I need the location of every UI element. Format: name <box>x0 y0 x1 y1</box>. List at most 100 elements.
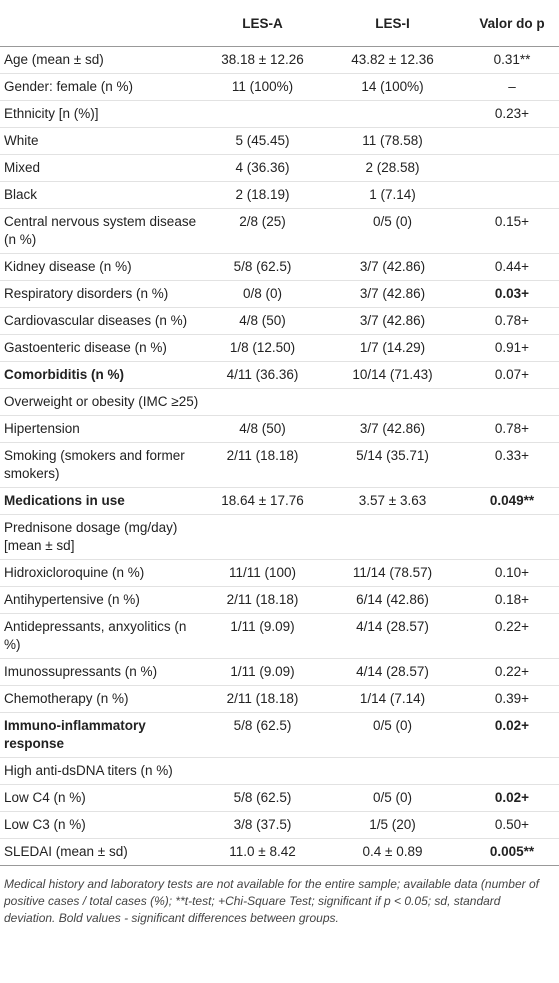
cell: 0.07+ <box>465 361 559 389</box>
row-label: Immuno-inflammatory response <box>0 712 205 758</box>
cell: 0.005** <box>465 838 559 866</box>
row-label: Central nervous system disease (n %) <box>0 208 205 254</box>
cell: 0.18+ <box>465 586 559 614</box>
cell: 11/14 (78.57) <box>320 559 465 587</box>
cell: 0.44+ <box>465 253 559 281</box>
table-row: SLEDAI (mean ± sd) 11.0 ± 8.42 0.4 ± 0.89 0… <box>0 838 559 866</box>
row-label: Kidney disease (n %) <box>0 253 205 281</box>
table-row: Gender: female (n %) 11 (100%) 14 (100%) – <box>0 73 559 101</box>
footnote: Medical history and laboratory tests are… <box>4 877 539 925</box>
cell: 5/8 (62.5) <box>205 784 320 812</box>
cell: 1/11 (9.09) <box>205 613 320 659</box>
cell: 0.4 ± 0.89 <box>320 838 465 866</box>
row-label: Age (mean ± sd) <box>0 46 205 74</box>
row-label: Low C4 (n %) <box>0 784 205 812</box>
cell: 11 (100%) <box>205 73 320 101</box>
cell <box>465 757 559 785</box>
cell: 0.049** <box>465 487 559 515</box>
cell: 0.78+ <box>465 415 559 443</box>
table-row: Overweight or obesity (IMC ≥25) <box>0 388 559 416</box>
table-row: Respiratory disorders (n %) 0/8 (0) 3/7 (4… <box>0 280 559 308</box>
row-label: Gastoenteric disease (n %) <box>0 334 205 362</box>
row-label: Respiratory disorders (n %) <box>0 280 205 308</box>
cell: 0.39+ <box>465 685 559 713</box>
cell <box>205 100 320 128</box>
column-header: LES-I <box>320 0 465 47</box>
cell <box>205 757 320 785</box>
header-row: LES-A LES-I Valor do p <box>0 0 559 47</box>
table-row: White 5 (45.45) 11 (78.58) <box>0 127 559 155</box>
row-label: Chemotherapy (n %) <box>0 685 205 713</box>
cell: 2 (18.19) <box>205 181 320 209</box>
cell: 11.0 ± 8.42 <box>205 838 320 866</box>
cell: 1/5 (20) <box>320 811 465 839</box>
cell: 1/14 (7.14) <box>320 685 465 713</box>
row-label: White <box>0 127 205 155</box>
cell: 43.82 ± 12.36 <box>320 46 465 74</box>
table-row: Prednisone dosage (mg/day) [mean ± sd] <box>0 514 559 560</box>
column-header <box>0 0 205 47</box>
cell: 0.33+ <box>465 442 559 488</box>
cell: 18.64 ± 17.76 <box>205 487 320 515</box>
row-label: Gender: female (n %) <box>0 73 205 101</box>
column-header: LES-A <box>205 0 320 47</box>
cell: 0.22+ <box>465 658 559 686</box>
row-label: Prednisone dosage (mg/day) [mean ± sd] <box>0 514 205 560</box>
row-label: Medications in use <box>0 487 205 515</box>
cell: 14 (100%) <box>320 73 465 101</box>
table-row: Kidney disease (n %) 5/8 (62.5) 3/7 (42.86… <box>0 253 559 281</box>
row-label: Black <box>0 181 205 209</box>
table-row: Gastoenteric disease (n %) 1/8 (12.50) 1/7… <box>0 334 559 362</box>
cell <box>465 514 559 560</box>
column-header: Valor do p <box>465 0 559 47</box>
cell <box>320 100 465 128</box>
cell: 5 (45.45) <box>205 127 320 155</box>
cell: 1/8 (12.50) <box>205 334 320 362</box>
cell: 0.23+ <box>465 100 559 128</box>
cell <box>320 757 465 785</box>
data-table: LES-A LES-I Valor do p Age (mean ± sd) 38.1… <box>0 0 559 866</box>
cell: 11/11 (100) <box>205 559 320 587</box>
cell: 2 (28.58) <box>320 154 465 182</box>
row-label: Hipertension <box>0 415 205 443</box>
cell: 3.57 ± 3.63 <box>320 487 465 515</box>
cell: 2/8 (25) <box>205 208 320 254</box>
cell: 5/14 (35.71) <box>320 442 465 488</box>
cell: 0.03+ <box>465 280 559 308</box>
cell <box>320 514 465 560</box>
table-row: Smoking (smokers and former smokers) 2/11… <box>0 442 559 488</box>
cell: 0/5 (0) <box>320 712 465 758</box>
table-row: Antidepressants, anxyolitics (n %) 1/11 (… <box>0 613 559 659</box>
cell: 4/14 (28.57) <box>320 613 465 659</box>
table-row: Immuno-inflammatory response 5/8 (62.5) 0/… <box>0 712 559 758</box>
row-label: Imunossupressants (n %) <box>0 658 205 686</box>
table-row: Central nervous system disease (n %) 2/8 … <box>0 208 559 254</box>
cell: – <box>465 73 559 101</box>
cell: 4/8 (50) <box>205 307 320 335</box>
cell: 0/8 (0) <box>205 280 320 308</box>
row-label: Mixed <box>0 154 205 182</box>
table-header: LES-A LES-I Valor do p <box>0 0 559 47</box>
table-row: Low C4 (n %) 5/8 (62.5) 0/5 (0) 0.02+ <box>0 784 559 812</box>
cell <box>205 514 320 560</box>
row-label: Overweight or obesity (IMC ≥25) <box>0 388 205 416</box>
table-row: Black 2 (18.19) 1 (7.14) <box>0 181 559 209</box>
table-row: Hipertension 4/8 (50) 3/7 (42.86) 0.78+ <box>0 415 559 443</box>
cell: 3/7 (42.86) <box>320 253 465 281</box>
cell: 4 (36.36) <box>205 154 320 182</box>
cell: 2/11 (18.18) <box>205 442 320 488</box>
cell: 2/11 (18.18) <box>205 586 320 614</box>
cell: 3/7 (42.86) <box>320 307 465 335</box>
cell: 5/8 (62.5) <box>205 253 320 281</box>
cell: 3/7 (42.86) <box>320 280 465 308</box>
cell: 0.78+ <box>465 307 559 335</box>
cell: 4/8 (50) <box>205 415 320 443</box>
cell: 38.18 ± 12.26 <box>205 46 320 74</box>
cell <box>465 154 559 182</box>
cell: 0/5 (0) <box>320 784 465 812</box>
row-label: Hidroxicloroquine (n %) <box>0 559 205 587</box>
row-label: Ethnicity [n (%)] <box>0 100 205 128</box>
cell: 4/11 (36.36) <box>205 361 320 389</box>
table-row: Cardiovascular diseases (n %) 4/8 (50) 3/7… <box>0 307 559 335</box>
